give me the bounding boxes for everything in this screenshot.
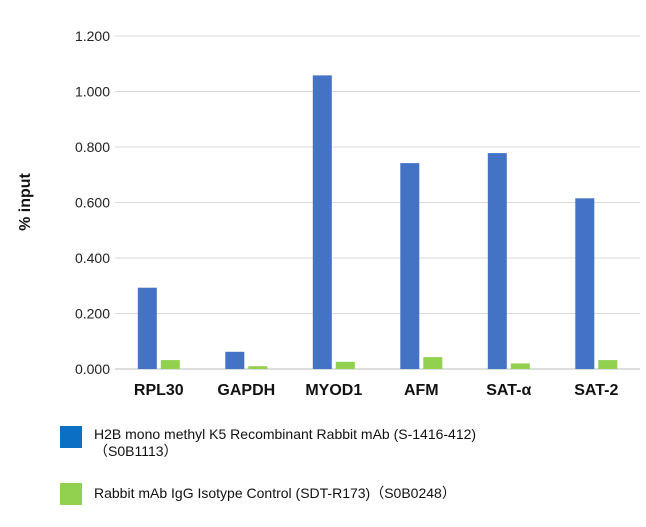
gridlines bbox=[115, 35, 640, 370]
legend-label-h2b: H2B mono methyl K5 Recombinant Rabbit mA… bbox=[94, 426, 477, 442]
legend-swatch-igg bbox=[60, 483, 82, 505]
x-category-label: MYOD1 bbox=[305, 382, 362, 399]
bar-igg-myod1 bbox=[335, 361, 355, 369]
x-category-label: GAPDH bbox=[217, 382, 275, 399]
bars bbox=[137, 75, 618, 370]
bar-igg-sat2 bbox=[598, 360, 618, 369]
y-axis-ticks: 0.000 0.200 0.400 0.600 0.800 1.000 1.200 bbox=[75, 28, 110, 377]
bar-igg-rpl30 bbox=[160, 360, 180, 369]
x-category-label: AFM bbox=[404, 382, 439, 399]
y-tick-label: 1.000 bbox=[75, 84, 110, 100]
bar-h2b-gapdh bbox=[225, 351, 245, 369]
bar-h2b-rpl30 bbox=[137, 287, 157, 369]
legend-item-h2b: H2B mono methyl K5 Recombinant Rabbit mA… bbox=[60, 426, 476, 460]
legend-label-igg: Rabbit mAb IgG Isotype Control (SDT-R173… bbox=[94, 485, 456, 501]
x-axis-labels: RPL30 GAPDH MYOD1 AFM SAT-α SAT-2 bbox=[134, 382, 619, 399]
bar-h2b-myod1 bbox=[312, 75, 332, 370]
y-tick-label: 1.200 bbox=[75, 28, 110, 44]
bar-h2b-sat bbox=[487, 153, 507, 369]
x-category-label: RPL30 bbox=[134, 382, 184, 399]
legend-swatch-h2b bbox=[60, 426, 82, 448]
y-tick-label: 0.800 bbox=[75, 139, 110, 155]
y-tick-label: 0.400 bbox=[75, 250, 110, 266]
x-category-label: SAT-2 bbox=[574, 382, 618, 399]
bar-igg-afm bbox=[423, 357, 443, 369]
bar-igg-gapdh bbox=[248, 366, 268, 369]
y-tick-label: 0.200 bbox=[75, 306, 110, 322]
bar-h2b-afm bbox=[400, 163, 420, 369]
chart-plot: 0.000 0.200 0.400 0.600 0.800 1.000 1.200 RPL3… bbox=[17, 28, 640, 399]
legend-label-h2b-catalog: （S0B1113） bbox=[94, 443, 178, 459]
bar-h2b-sat2 bbox=[575, 198, 595, 369]
y-axis-title: % input bbox=[17, 172, 34, 230]
y-tick-label: 0.000 bbox=[75, 361, 110, 377]
x-category-label: SAT-α bbox=[486, 382, 531, 399]
y-tick-label: 0.600 bbox=[75, 195, 110, 211]
bar-igg-sat bbox=[510, 363, 530, 369]
legend-item-igg: Rabbit mAb IgG Isotype Control (SDT-R173… bbox=[60, 483, 456, 505]
